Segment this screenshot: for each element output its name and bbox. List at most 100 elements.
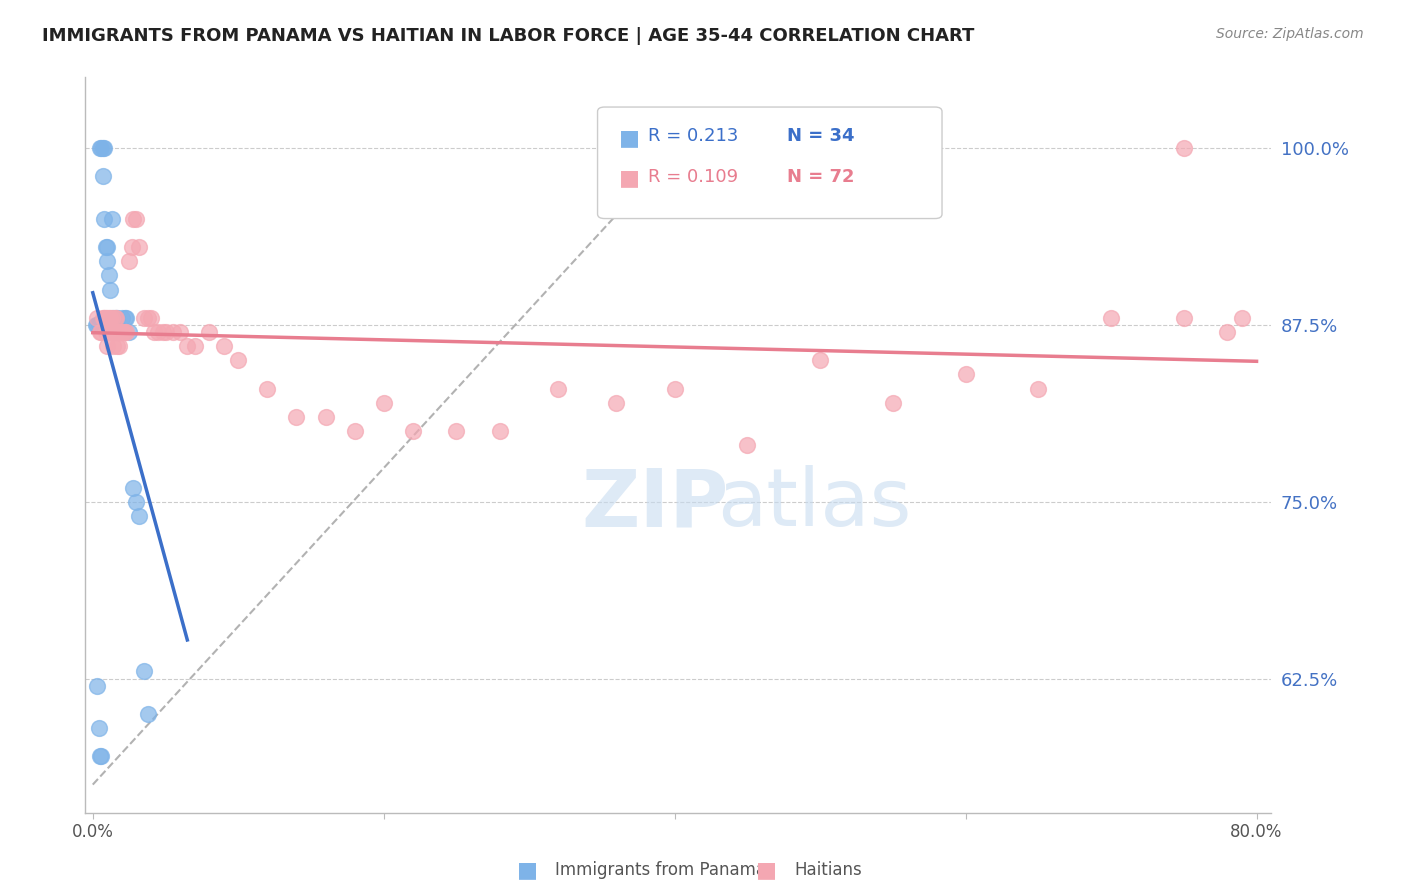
Point [1099, 310, 1122, 325]
Point [103, 325, 125, 339]
Point [107, 325, 129, 339]
Point [882, 396, 904, 410]
Point [128, 508, 150, 523]
Point [110, 325, 132, 339]
Point [96, 339, 118, 353]
Point [108, 325, 131, 339]
Point [118, 325, 141, 339]
Point [737, 438, 759, 452]
Point [808, 353, 831, 368]
Point [148, 325, 170, 339]
Point [91, 141, 114, 155]
Point [107, 310, 129, 325]
Point [128, 240, 150, 254]
Point [97, 310, 120, 325]
Point [169, 325, 191, 339]
Point [136, 706, 159, 721]
Point [121, 240, 143, 254]
Point [93, 211, 115, 226]
Point [108, 339, 131, 353]
Point [110, 325, 132, 339]
Point [90, 749, 112, 764]
Point [84, 318, 107, 332]
Point [93, 141, 115, 155]
Point [93, 310, 115, 325]
Point [100, 211, 122, 226]
Point [94, 310, 117, 325]
Point [1173, 141, 1195, 155]
Text: ■: ■ [517, 860, 537, 880]
Text: N = 34: N = 34 [787, 128, 855, 145]
Point [112, 325, 135, 339]
Point [114, 325, 136, 339]
Text: Haitians: Haitians [794, 861, 862, 879]
Point [132, 665, 155, 679]
Point [89, 325, 111, 339]
Point [1216, 325, 1239, 339]
Point [97, 268, 120, 283]
Point [1028, 382, 1050, 396]
Point [132, 310, 155, 325]
Point [955, 368, 977, 382]
Point [664, 382, 686, 396]
Point [122, 211, 145, 226]
Point [98, 283, 121, 297]
Point [105, 310, 128, 325]
Text: R = 0.109: R = 0.109 [648, 168, 738, 186]
Point [489, 424, 512, 438]
Point [105, 310, 128, 325]
Text: ■: ■ [619, 128, 640, 148]
Text: atlas: atlas [717, 465, 912, 543]
Point [605, 396, 627, 410]
Point [87, 721, 110, 735]
Point [108, 325, 131, 339]
Point [86, 679, 108, 693]
Point [97, 325, 120, 339]
Text: ■: ■ [619, 169, 640, 188]
Point [96, 240, 118, 254]
Point [1173, 310, 1195, 325]
Point [98, 325, 121, 339]
Text: ■: ■ [756, 860, 776, 880]
Point [343, 424, 366, 438]
Point [91, 310, 114, 325]
Point [198, 325, 221, 339]
Point [105, 325, 128, 339]
Point [91, 169, 114, 184]
Point [118, 254, 141, 268]
Point [155, 325, 177, 339]
Point [100, 325, 122, 339]
Point [112, 325, 135, 339]
Point [115, 325, 138, 339]
Point [315, 409, 337, 424]
Point [1230, 310, 1253, 325]
Point [115, 310, 138, 325]
Point [86, 318, 108, 332]
Point [101, 325, 124, 339]
Point [103, 325, 125, 339]
Point [90, 141, 112, 155]
Text: R = 0.213: R = 0.213 [648, 128, 738, 145]
Point [94, 325, 117, 339]
Point [96, 310, 118, 325]
Point [100, 310, 122, 325]
Point [256, 382, 278, 396]
Text: Source: ZipAtlas.com: Source: ZipAtlas.com [1216, 27, 1364, 41]
Point [96, 254, 118, 268]
Point [122, 481, 145, 495]
Point [152, 325, 174, 339]
Point [87, 318, 110, 332]
Point [125, 211, 148, 226]
Point [98, 310, 121, 325]
Point [114, 310, 136, 325]
Point [139, 310, 162, 325]
Point [101, 310, 124, 325]
Text: N = 72: N = 72 [787, 168, 855, 186]
Point [142, 325, 165, 339]
Text: IMMIGRANTS FROM PANAMA VS HAITIAN IN LABOR FORCE | AGE 35-44 CORRELATION CHART: IMMIGRANTS FROM PANAMA VS HAITIAN IN LAB… [42, 27, 974, 45]
Point [212, 339, 235, 353]
Point [111, 325, 134, 339]
Point [402, 424, 425, 438]
Text: ZIP: ZIP [581, 465, 728, 543]
Point [162, 325, 184, 339]
